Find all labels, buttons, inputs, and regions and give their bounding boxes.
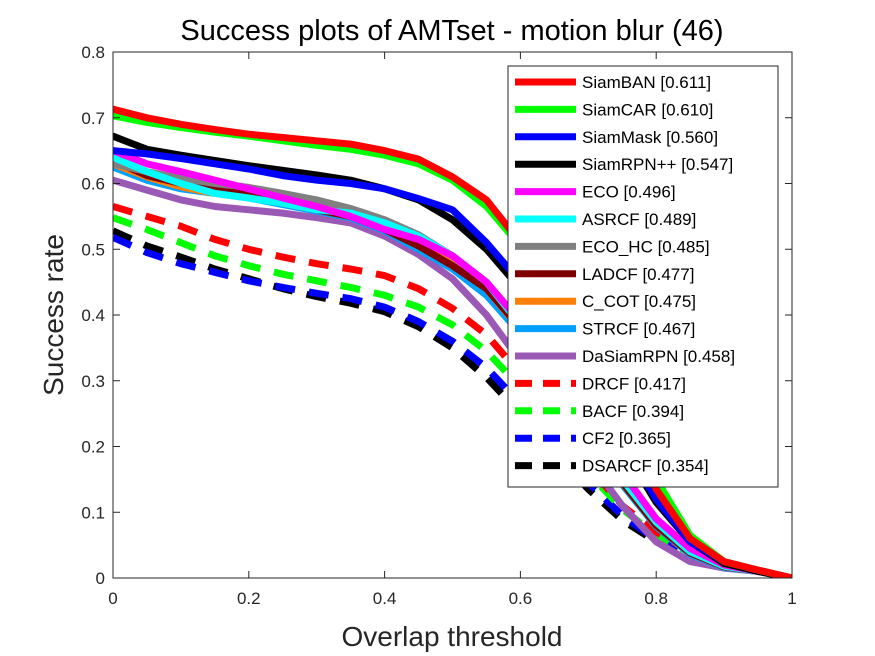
x-tick-label: 0.6 (509, 589, 533, 608)
series-line-0 (113, 105, 792, 578)
legend-label-4: ECO [0.496] (582, 183, 676, 202)
legend-label-3: SiamRPN++ [0.547] (582, 155, 733, 174)
y-tick-label: 0.4 (81, 306, 105, 325)
legend-label-2: SiamMask [0.560] (582, 128, 718, 147)
legend-label-12: BACF [0.394] (582, 402, 684, 421)
tick-labels: 0 0.2 0.4 0.6 0.8 1 0 0.1 0.2 0.3 0.4 0.5 0.6 0.7 0.8 (81, 43, 796, 608)
axes (112, 51, 793, 579)
x-tick-label: 0 (108, 589, 117, 608)
x-tick-label: 0.2 (237, 589, 261, 608)
legend-label-8: C_COT [0.475] (582, 292, 696, 311)
legend-label-1: SiamCAR [0.610] (582, 100, 713, 119)
legend-label-10: DaSiamRPN [0.458] (582, 347, 735, 366)
y-tick-label: 0.7 (81, 109, 105, 128)
x-axis-title: Overlap threshold (341, 621, 562, 652)
y-tick-label: 0.5 (81, 240, 105, 259)
legend-label-14: DSARCF [0.354] (582, 457, 709, 476)
legend-label-0: SiamBAN [0.611] (582, 73, 711, 92)
y-axis-title: Success rate (38, 234, 69, 396)
x-tick-label: 0.4 (373, 589, 397, 608)
series-line-4 (113, 147, 792, 578)
y-tick-label: 0.3 (81, 372, 105, 391)
legend-label-7: LADCF [0.477] (582, 265, 694, 284)
y-tick-label: 0.1 (81, 503, 105, 522)
x-tick-label: 0.8 (644, 589, 668, 608)
legend-label-13: CF2 [0.365] (582, 429, 671, 448)
y-tick-label: 0.8 (81, 43, 105, 62)
x-tick-label: 1 (787, 589, 796, 608)
legend-label-11: DRCF [0.417] (582, 374, 686, 393)
series-lines (113, 105, 792, 578)
legend: SiamBAN [0.611] SiamCAR [0.610] SiamMask [… (507, 65, 779, 488)
legend-label-6: ECO_HC [0.485] (582, 237, 710, 256)
series-line-10 (113, 176, 792, 578)
legend-label-9: STRCF [0.467] (582, 320, 695, 339)
series-line-12 (113, 214, 792, 578)
y-tick-label: 0.2 (81, 438, 105, 457)
y-tick-label: 0 (96, 569, 105, 588)
legend-label-5: ASRCF [0.489] (582, 210, 696, 229)
series-line-13 (113, 234, 792, 578)
y-tick-label: 0.6 (81, 175, 105, 194)
chart-title: Success plots of AMTset - motion blur (4… (180, 15, 723, 47)
